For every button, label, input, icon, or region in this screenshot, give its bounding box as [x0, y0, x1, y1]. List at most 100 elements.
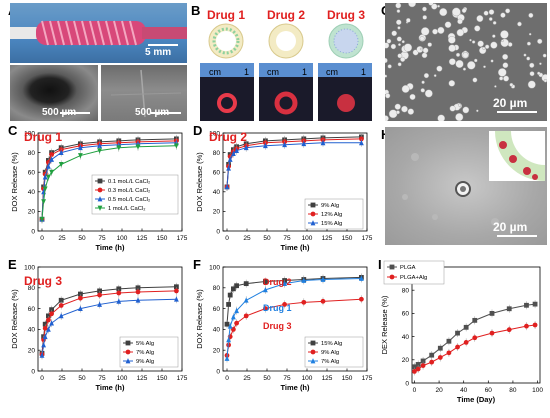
data-point	[301, 277, 307, 283]
ruler-tick-3: 1	[361, 67, 366, 77]
microsphere	[483, 65, 486, 69]
microsphere	[527, 80, 536, 89]
microsphere	[401, 85, 410, 93]
x-tick-label: 125	[322, 235, 333, 242]
series-3	[224, 274, 364, 363]
data-point	[412, 369, 417, 374]
drug-title-2: Drug 2	[267, 8, 305, 22]
data-point	[532, 322, 538, 328]
legend: PLGA PLGA+Alg	[383, 260, 445, 285]
x-tick-label: 25	[58, 235, 66, 242]
x-axis-label: Time (Day)	[457, 395, 496, 404]
panel-label-i: I	[378, 257, 382, 272]
data-point	[46, 313, 51, 319]
series-2	[412, 321, 538, 376]
x-tick-label: 125	[322, 375, 333, 382]
legend-label: 1 moL/L CaCl₂	[108, 206, 145, 212]
inset-schematic	[489, 131, 545, 181]
data-point	[39, 216, 45, 223]
microsphere	[509, 82, 514, 87]
y-tick-label: 20	[213, 209, 221, 216]
x-tick-label: 175	[177, 235, 188, 242]
data-point	[226, 165, 231, 171]
microsphere	[528, 12, 534, 18]
drug-2-schematic: Drug 2	[267, 8, 305, 59]
data-point	[429, 352, 435, 358]
data-point	[472, 317, 478, 323]
ruler-unit-1: cm	[209, 67, 221, 77]
x-tick-label: 25	[243, 235, 251, 242]
data-point	[359, 139, 364, 146]
microsphere	[490, 59, 494, 63]
microsphere	[400, 56, 406, 62]
data-point	[58, 312, 64, 319]
scale-bar	[497, 111, 537, 113]
microsphere	[433, 74, 437, 78]
x-axis-label: Time (h)	[280, 383, 310, 392]
legend-marker	[310, 358, 316, 364]
legend-marker	[97, 187, 103, 193]
legend-label: 5% Alg	[136, 341, 154, 347]
x-axis-label: Time (h)	[95, 383, 125, 392]
data-point	[224, 184, 230, 190]
microsphere	[432, 28, 438, 35]
panel-b: Drug 1 Drug 2 Drug 3 cm 1 cm 1	[196, 3, 376, 121]
panel-label-c: C	[8, 123, 18, 138]
microsphere	[455, 59, 464, 69]
microsphere	[421, 80, 425, 84]
microsphere	[397, 62, 402, 67]
data-point	[135, 297, 141, 303]
y-axis-label: DOX Release (%)	[10, 289, 19, 349]
data-point	[231, 314, 236, 320]
y-tick-label: 20	[213, 348, 221, 355]
y-tick-label: 0	[216, 228, 220, 235]
data-point	[78, 291, 83, 297]
data-point	[420, 363, 426, 368]
data-point	[78, 295, 83, 301]
microsphere	[385, 42, 390, 49]
y-tick-label: 60	[28, 170, 36, 177]
data-point	[472, 335, 478, 341]
legend-marker	[125, 358, 131, 364]
microsphere	[474, 58, 478, 63]
data-point	[42, 174, 48, 180]
data-point	[282, 280, 287, 287]
y-tick-label: 80	[402, 288, 410, 295]
microsphere	[502, 62, 509, 69]
microsphere	[476, 109, 479, 113]
data-point	[227, 323, 233, 329]
microsphere	[448, 44, 456, 52]
microsphere	[488, 9, 495, 15]
microsphere	[455, 113, 464, 121]
drug-1-photo: cm 1	[200, 63, 254, 121]
data-point	[415, 366, 421, 372]
microsphere	[397, 26, 401, 30]
panel-a-sem-left: 500 µm	[10, 65, 98, 121]
data-point	[524, 302, 529, 308]
microsphere	[396, 9, 401, 13]
microsphere	[419, 47, 423, 51]
data-point	[49, 152, 54, 157]
y-tick-label: 0	[216, 368, 220, 375]
drug-title-1: Drug 1	[207, 8, 245, 22]
legend-marker	[125, 340, 131, 346]
ruler-unit-3: cm	[326, 67, 338, 77]
data-point	[282, 302, 287, 307]
y-tick-label: 100	[209, 264, 220, 271]
microsphere	[387, 64, 392, 69]
legend-label: 12% Alg	[321, 212, 342, 218]
data-point	[446, 350, 452, 356]
y-tick-label: 40	[28, 327, 36, 334]
data-point	[41, 199, 46, 205]
annotation: Drug 2	[263, 277, 292, 287]
x-tick-label: 0	[40, 375, 44, 382]
legend-marker	[97, 178, 103, 184]
microsphere	[457, 18, 463, 25]
microsphere	[526, 56, 531, 61]
scale-label-a-main: 5 mm	[145, 47, 172, 58]
data-point	[78, 305, 83, 311]
microsphere	[452, 7, 461, 17]
microsphere	[437, 26, 445, 34]
x-axis-label: Time (h)	[95, 243, 125, 252]
microsphere	[526, 41, 531, 46]
